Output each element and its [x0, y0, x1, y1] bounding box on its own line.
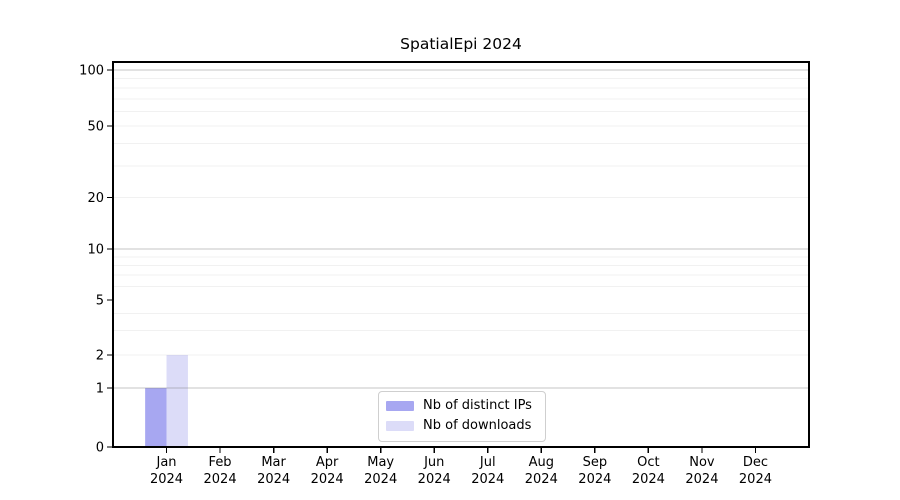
x-tick-label-year: 2024: [257, 472, 290, 487]
x-tick-label-month: Jun: [423, 455, 444, 470]
x-tick-label-year: 2024: [311, 472, 344, 487]
x-tick-label-month: Apr: [316, 455, 339, 470]
x-tick-label-month: Jan: [156, 455, 177, 470]
x-tick-label-month: Sep: [583, 455, 608, 470]
y-tick-label: 5: [96, 294, 104, 309]
x-tick-label-year: 2024: [364, 472, 397, 487]
x-tick-label-month: Mar: [261, 455, 286, 470]
legend-item-downloads: Nb of downloads: [386, 416, 532, 436]
x-tick-label-month: Oct: [637, 455, 659, 470]
legend-swatch-downloads-icon: [386, 421, 414, 431]
y-tick-label: 100: [79, 64, 104, 79]
bar-distinct-ips: [145, 388, 167, 447]
legend: Nb of distinct IPs Nb of downloads: [378, 391, 546, 442]
y-tick-label: 10: [87, 243, 104, 258]
x-tick-label-year: 2024: [150, 472, 183, 487]
y-tick-label: 1: [96, 382, 104, 397]
chart-title: SpatialEpi 2024: [400, 35, 522, 53]
y-tick-label: 50: [87, 120, 104, 135]
x-tick-label-year: 2024: [632, 472, 665, 487]
x-tick-label-year: 2024: [204, 472, 237, 487]
x-tick-label-year: 2024: [739, 472, 772, 487]
y-tick-label: 2: [96, 349, 104, 364]
x-tick-label-month: Aug: [529, 455, 554, 470]
bar-downloads: [166, 355, 188, 447]
x-tick-label-year: 2024: [418, 472, 451, 487]
y-tick-label: 0: [96, 441, 104, 456]
x-tick-label-month: Jul: [479, 455, 496, 470]
x-tick-label-year: 2024: [578, 472, 611, 487]
legend-swatch-distinct-ips-icon: [386, 401, 414, 411]
x-tick-label-month: Feb: [209, 455, 232, 470]
legend-item-distinct-ips: Nb of distinct IPs: [386, 396, 532, 416]
legend-label-distinct-ips: Nb of distinct IPs: [423, 398, 532, 413]
x-tick-label-month: Nov: [689, 455, 715, 470]
x-tick-label-year: 2024: [471, 472, 504, 487]
y-tick-label: 20: [87, 191, 104, 206]
axes-spines: [112, 61, 810, 448]
x-tick-label-year: 2024: [685, 472, 718, 487]
x-tick-label-month: May: [367, 455, 394, 470]
x-tick-label-year: 2024: [525, 472, 558, 487]
x-tick-label-month: Dec: [743, 455, 768, 470]
legend-label-downloads: Nb of downloads: [423, 418, 532, 433]
